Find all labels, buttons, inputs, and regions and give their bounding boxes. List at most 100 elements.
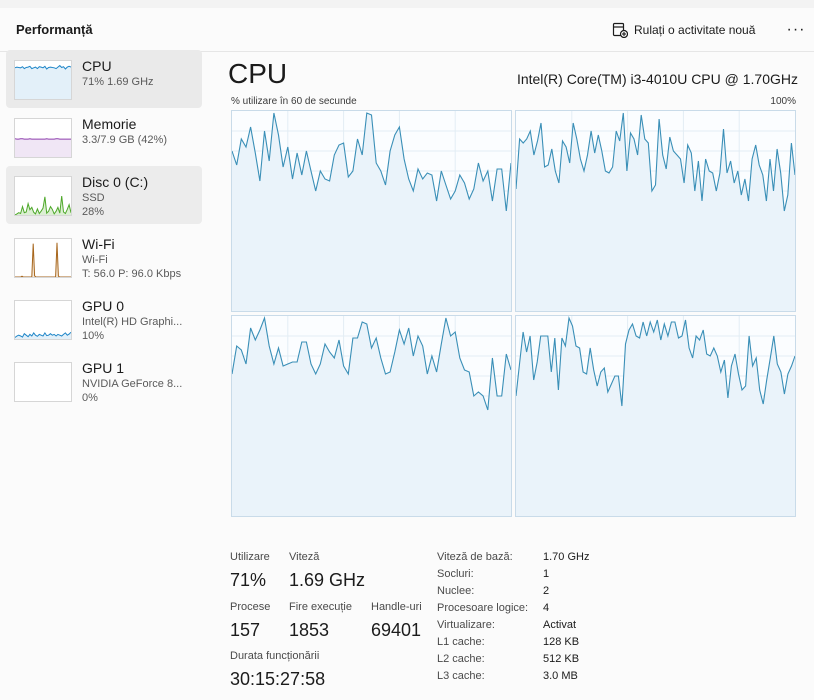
detail-row: L2 cache: 512 KB bbox=[437, 652, 637, 669]
usage-line bbox=[15, 64, 71, 70]
stat-utilization: Utilizare 71% bbox=[230, 550, 270, 592]
sidebar-item-cpu[interactable]: CPU 71% 1.69 GHz bbox=[6, 50, 202, 108]
detail-label: L2 cache: bbox=[437, 653, 485, 665]
cpu-model-name: Intel(R) Core(TM) i3-4010U CPU @ 1.70GHz bbox=[516, 71, 798, 87]
detail-value: 3.0 MB bbox=[543, 670, 578, 682]
sidebar-item-detail: Intel(R) HD Graphi... bbox=[82, 316, 183, 328]
detail-row: Socluri: 1 bbox=[437, 567, 637, 584]
stat-uptime: Durata funcționării 30:15:27:58 bbox=[230, 649, 325, 691]
detail-row: L3 cache: 3.0 MB bbox=[437, 669, 637, 686]
detail-value: 512 KB bbox=[543, 653, 580, 665]
more-options-icon[interactable]: ··· bbox=[786, 21, 806, 38]
wifi-thumbnail-graph bbox=[14, 238, 72, 278]
stat-label: Durata funcționării bbox=[230, 650, 320, 662]
core-graphs-grid bbox=[231, 110, 797, 518]
sidebar-item-label: GPU 0 bbox=[82, 298, 125, 314]
panel-title: CPU bbox=[228, 58, 288, 89]
detail-label: Viteză de bază: bbox=[437, 551, 513, 563]
usage-area bbox=[15, 138, 71, 157]
sidebar-item-detail: SSD bbox=[82, 192, 105, 204]
disk-thumbnail-graph bbox=[14, 176, 72, 216]
usage-area bbox=[15, 332, 71, 339]
stat-value: 157 bbox=[230, 620, 261, 640]
sidebar-item-detail: 71% 1.69 GHz bbox=[82, 76, 154, 88]
sidebar-item-gpu1[interactable]: GPU 1 NVIDIA GeForce 8... 0% bbox=[6, 352, 202, 410]
usage-area bbox=[232, 318, 511, 516]
sidebar-item-wifi[interactable]: Wi-Fi Wi-Fi T: 56.0 P: 96.0 Kbps bbox=[6, 228, 202, 286]
usage-line bbox=[15, 242, 71, 277]
core-graph-2 bbox=[515, 110, 796, 312]
core-graph-1 bbox=[231, 110, 512, 312]
sidebar-item-detail: 10% bbox=[82, 330, 105, 342]
stat-handles: Handle-uri 69401 bbox=[371, 600, 422, 642]
memory-thumbnail-graph bbox=[14, 118, 72, 158]
detail-label: Socluri: bbox=[437, 568, 474, 580]
run-task-icon bbox=[612, 22, 628, 38]
gpu1-thumbnail-graph bbox=[14, 362, 72, 402]
stat-label: Handle-uri bbox=[371, 601, 422, 613]
cpu-thumbnail-graph bbox=[14, 60, 72, 100]
usage-line bbox=[516, 316, 795, 407]
detail-label: L1 cache: bbox=[437, 636, 485, 648]
detail-value: 4 bbox=[543, 602, 550, 614]
core-graph-3 bbox=[231, 315, 512, 517]
sidebar-item-label: Wi-Fi bbox=[82, 236, 115, 252]
sidebar-item-detail: 28% bbox=[82, 206, 105, 218]
sidebar-item-label: CPU bbox=[82, 58, 112, 74]
sidebar-item-detail: 3.3/7.9 GB (42%) bbox=[82, 134, 167, 146]
performance-sidebar: CPU 71% 1.69 GHz Memorie 3.3/7.9 GB (42%… bbox=[6, 50, 202, 410]
sidebar-item-detail: T: 56.0 P: 96.0 Kbps bbox=[82, 268, 182, 280]
usage-area bbox=[15, 65, 71, 99]
sidebar-item-label: Disc 0 (C:) bbox=[82, 174, 149, 190]
usage-line bbox=[232, 112, 511, 212]
detail-value: 128 KB bbox=[543, 636, 580, 648]
detail-row: Virtualizare: Activat bbox=[437, 618, 637, 635]
sidebar-item-detail: Wi-Fi bbox=[82, 254, 108, 266]
usage-area bbox=[516, 113, 795, 311]
usage-area bbox=[516, 318, 795, 516]
usage-line bbox=[516, 112, 795, 212]
usage-line bbox=[232, 316, 511, 411]
detail-value: 1 bbox=[543, 568, 550, 580]
sidebar-item-label: GPU 1 bbox=[82, 360, 125, 376]
detail-value: Activat bbox=[543, 619, 577, 631]
stat-value: 69401 bbox=[371, 620, 422, 640]
detail-row: Procesoare logice: 4 bbox=[437, 601, 637, 618]
usage-line bbox=[15, 195, 71, 215]
run-new-task-button[interactable]: Rulați o activitate nouă bbox=[612, 19, 755, 41]
run-task-label: Rulați o activitate nouă bbox=[634, 23, 756, 37]
stat-label: Fire execuție bbox=[289, 601, 352, 613]
sidebar-item-detail: NVIDIA GeForce 8... bbox=[82, 378, 183, 390]
detail-value: 2 bbox=[543, 585, 550, 597]
core-graph-4 bbox=[515, 315, 796, 517]
stat-value: 1.69 GHz bbox=[289, 570, 366, 590]
sidebar-item-label: Memorie bbox=[82, 116, 137, 132]
detail-label: Nuclee: bbox=[437, 585, 475, 597]
cpu-details-table: Viteză de bază: 1.70 GHz Socluri: 1 Nuclee… bbox=[437, 550, 637, 686]
stat-speed: Viteză 1.69 GHz bbox=[289, 550, 365, 592]
stat-value: 71% bbox=[230, 570, 267, 590]
sidebar-item-memory[interactable]: Memorie 3.3/7.9 GB (42%) bbox=[6, 108, 202, 166]
sidebar-item-disk[interactable]: Disc 0 (C:) SSD 28% bbox=[6, 166, 202, 224]
sidebar-item-gpu0[interactable]: GPU 0 Intel(R) HD Graphi... 10% bbox=[6, 290, 202, 348]
stat-processes: Procese 157 bbox=[230, 600, 270, 642]
detail-label: Virtualizare: bbox=[437, 619, 495, 631]
stat-label: Utilizare bbox=[230, 551, 270, 563]
detail-value: 1.70 GHz bbox=[543, 551, 590, 563]
usage-line bbox=[15, 331, 71, 338]
graph-caption: % utilizare în 60 de secunde bbox=[231, 96, 357, 107]
stat-label: Viteză bbox=[289, 551, 320, 563]
cpu-stats: Utilizare 71% Viteză 1.69 GHz Procese 15… bbox=[230, 550, 810, 690]
stat-value: 30:15:27:58 bbox=[230, 669, 326, 689]
page-title: Performanță bbox=[16, 22, 93, 37]
detail-row: Nuclee: 2 bbox=[437, 584, 637, 601]
stat-threads: Fire execuție 1853 bbox=[289, 600, 352, 642]
stat-value: 1853 bbox=[289, 620, 330, 640]
detail-label: L3 cache: bbox=[437, 670, 485, 682]
detail-row: L1 cache: 128 KB bbox=[437, 635, 637, 652]
graph-max-label: 100% bbox=[770, 96, 796, 107]
usage-area bbox=[232, 113, 511, 311]
usage-area bbox=[15, 242, 71, 277]
gpu0-thumbnail-graph bbox=[14, 300, 72, 340]
sidebar-item-detail: 0% bbox=[82, 392, 98, 404]
